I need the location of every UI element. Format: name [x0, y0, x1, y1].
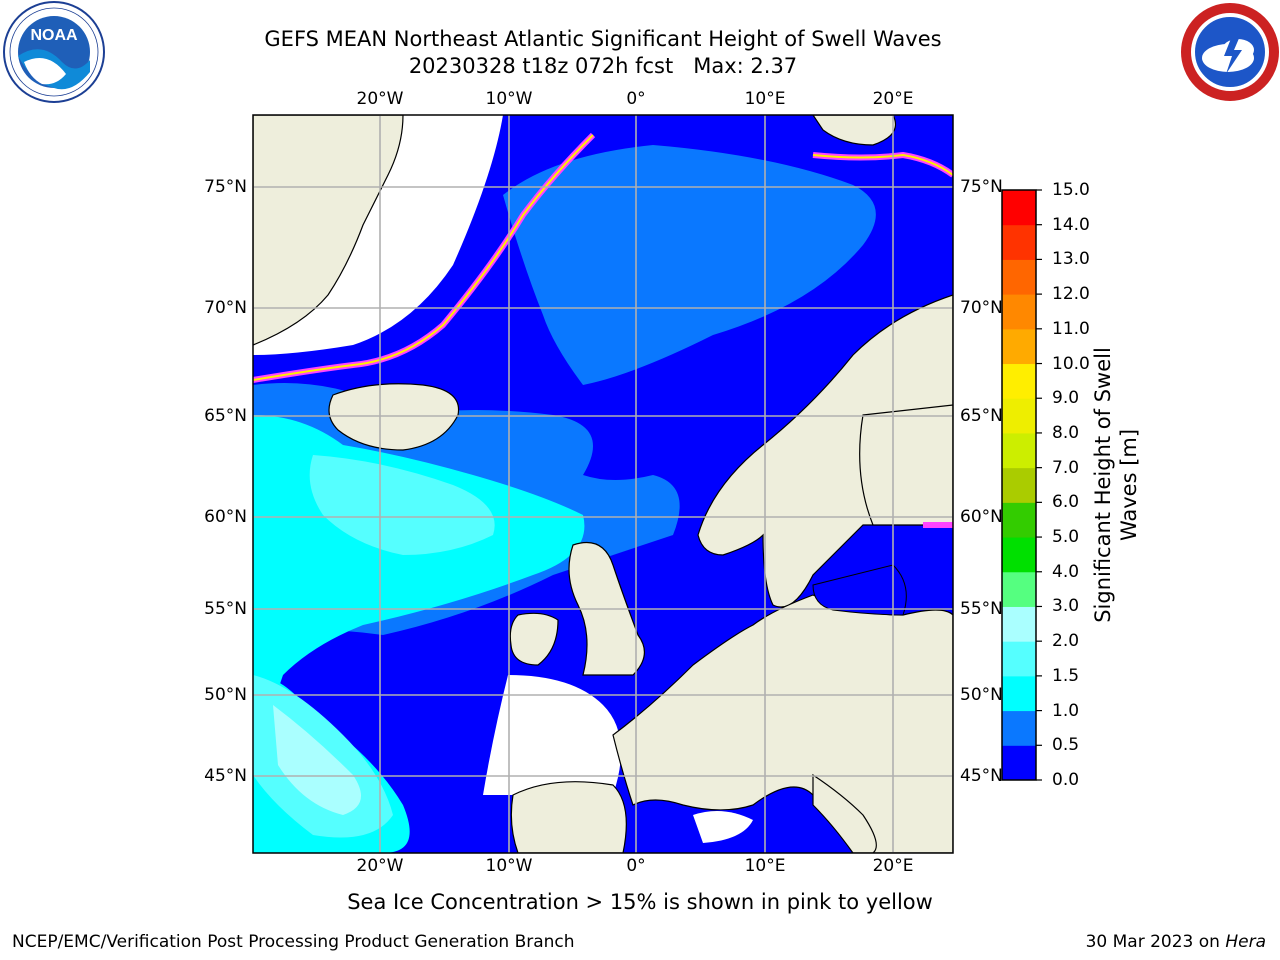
- lat-label-left-75n: 75°N: [204, 177, 247, 197]
- lat-label-right-55n: 55°N: [960, 599, 1003, 619]
- chart-title: GEFS MEAN Northeast Atlantic Significant…: [264, 27, 942, 51]
- footer-date-text: 30 Mar 2023 on: [1085, 932, 1226, 952]
- colorbar-segment: [1002, 259, 1036, 295]
- lat-label-left-50n: 50°N: [204, 685, 247, 705]
- colorbar-frame: [1001, 189, 1037, 781]
- colorbar-title-line1: Significant Height of Swell: [1091, 347, 1115, 623]
- colorbar-tick-label: 5.0: [1052, 527, 1080, 548]
- colorbar-tick-label: 13.0: [1052, 249, 1090, 270]
- colorbar-segment: [1002, 606, 1036, 642]
- colorbar-tick-label: 15.0: [1052, 180, 1090, 200]
- colorbar-segment: [1002, 641, 1036, 677]
- colorbar-segment: [1002, 571, 1036, 607]
- colorbar-tick-label: 9.0: [1052, 388, 1080, 409]
- colorbar-segment: [1002, 467, 1036, 503]
- colorbar-tick-label: 11.0: [1052, 318, 1090, 339]
- chart-subtitle: 20230328 t18z 072h fcst Max: 2.37: [408, 54, 798, 78]
- colorbar-segment: [1002, 432, 1036, 469]
- lat-label-right-75n: 75°N: [960, 177, 1003, 197]
- colorbar-segment: [1002, 537, 1036, 573]
- colorbar-segment: [1002, 675, 1036, 712]
- lon-label-bottom-20e: 20°E: [872, 856, 914, 876]
- lat-label-left-60n: 60°N: [204, 507, 247, 527]
- lon-label-top-0: 0°: [626, 89, 646, 109]
- colorbar-segment: [1002, 363, 1036, 399]
- lat-label-right-45n: 45°N: [960, 766, 1003, 786]
- colorbar-tick-label: 14.0: [1052, 214, 1090, 235]
- lat-label-left-70n: 70°N: [204, 298, 247, 318]
- swell-height-map: [252, 114, 954, 854]
- noaa-logo-text: NOAA: [30, 27, 78, 44]
- lat-label-left-45n: 45°N: [204, 766, 247, 786]
- map-gridlines: [253, 115, 953, 853]
- colorbar-tick-label: 2.0: [1052, 631, 1080, 652]
- colorbar-segment: [1002, 224, 1036, 260]
- colorbar-tick-label: 1.0: [1052, 700, 1080, 721]
- colorbar-segment: [1002, 710, 1036, 746]
- colorbar-segment: [1002, 190, 1036, 226]
- lon-label-bottom-20w: 20°W: [356, 856, 404, 876]
- colorbar-segment: [1002, 294, 1036, 330]
- colorbar: [1001, 189, 1042, 781]
- colorbar-tick-label: 8.0: [1052, 422, 1080, 443]
- lon-label-top-20w: 20°W: [356, 89, 404, 109]
- colorbar-tick-label: 4.0: [1052, 561, 1080, 582]
- colorbar-tick-label: 6.0: [1052, 492, 1080, 513]
- noaa-logo-icon: NOAA: [3, 1, 105, 103]
- colorbar-segment: [1002, 328, 1036, 365]
- colorbar-tick-label: 12.0: [1052, 284, 1090, 305]
- sea-ice-note: Sea Ice Concentration > 15% is shown in …: [347, 890, 933, 914]
- lon-label-top-10w: 10°W: [485, 89, 533, 109]
- footer-date: 30 Mar 2023 on Hera: [1086, 932, 1266, 952]
- lat-label-left-55n: 55°N: [204, 599, 247, 619]
- colorbar-tick-label: 0.0: [1052, 770, 1080, 790]
- colorbar-tick-label: 3.0: [1052, 596, 1080, 617]
- footer-host: Hera: [1225, 932, 1266, 952]
- lon-label-top-10e: 10°E: [744, 89, 786, 109]
- colorbar-title: Significant Height of Swell Waves [m]: [1090, 347, 1142, 623]
- nws-logo-icon: [1180, 2, 1280, 102]
- lat-label-left-65n: 65°N: [204, 406, 247, 426]
- lat-label-right-70n: 70°N: [960, 298, 1003, 318]
- colorbar-tick-label: 0.5: [1052, 735, 1080, 756]
- lon-label-bottom-10e: 10°E: [744, 856, 786, 876]
- colorbar-tick-label: 1.5: [1052, 665, 1080, 686]
- lat-label-right-65n: 65°N: [960, 406, 1003, 426]
- lon-label-top-20e: 20°E: [872, 89, 914, 109]
- colorbar-tick-label: 7.0: [1052, 457, 1080, 478]
- lon-label-bottom-10w: 10°W: [485, 856, 533, 876]
- colorbar-segment: [1002, 502, 1036, 538]
- colorbar-title-line2: Waves [m]: [1117, 428, 1141, 542]
- colorbar-segment: [1002, 398, 1036, 434]
- lat-label-right-60n: 60°N: [960, 507, 1003, 527]
- lat-label-right-50n: 50°N: [960, 685, 1003, 705]
- footer-credit: NCEP/EMC/Verification Post Processing Pr…: [12, 932, 575, 952]
- lon-label-bottom-0: 0°: [626, 856, 646, 876]
- colorbar-segment: [1002, 745, 1036, 781]
- colorbar-tick-label: 10.0: [1052, 353, 1090, 374]
